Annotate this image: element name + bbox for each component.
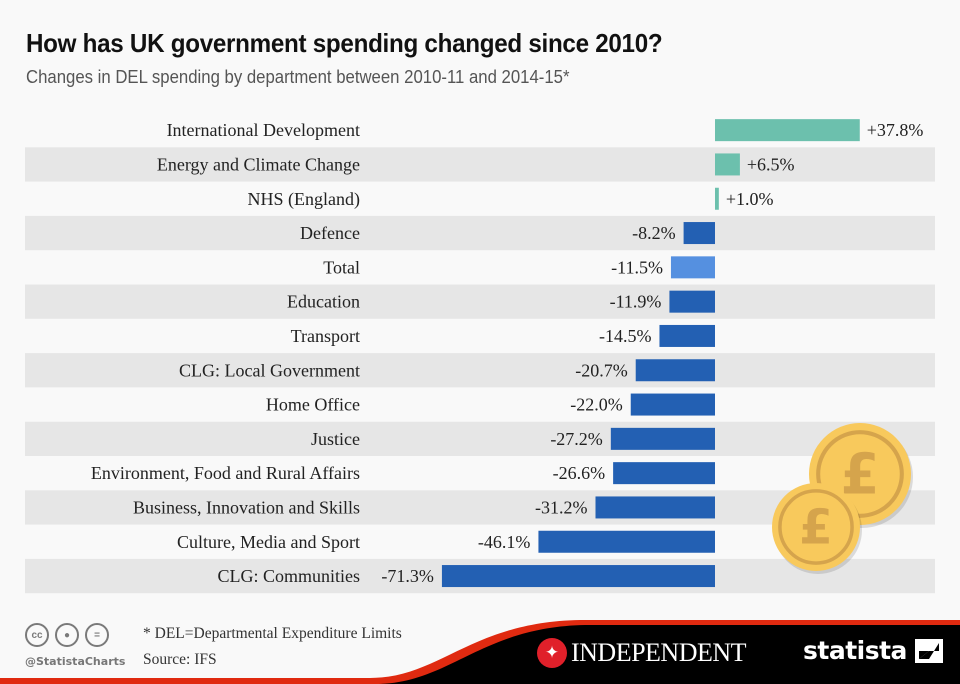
creative-commons-icon: cc (25, 623, 49, 647)
value-label: -46.1% (478, 532, 531, 552)
value-label: -27.2% (550, 429, 603, 449)
value-label: -11.5% (611, 257, 663, 277)
category-label: NHS (England) (248, 189, 360, 210)
bar (715, 153, 740, 176)
row-stripe (25, 147, 935, 182)
category-label: Education (287, 292, 360, 312)
bar (715, 119, 860, 142)
row-stripe (25, 284, 935, 319)
statista-handle[interactable]: @StatistaCharts (25, 655, 126, 668)
bar (441, 565, 715, 588)
category-label: Culture, Media and Sport (177, 532, 360, 552)
statista-icon (914, 638, 943, 663)
bar-chart: ££ International Development +37.8% Energy… (25, 119, 935, 594)
footnote: * DEL=Departmental Expenditure Limits (143, 625, 402, 642)
value-label: -22.0% (570, 395, 623, 415)
value-label: -31.2% (535, 497, 588, 517)
category-label: Justice (311, 429, 360, 449)
row-stripe (25, 353, 935, 388)
bar (669, 290, 715, 313)
chart-title: How has UK government spending changed s… (26, 28, 663, 58)
eagle-icon: ✦ (537, 638, 567, 668)
category-label: Total (323, 257, 360, 277)
category-label: Transport (291, 326, 360, 346)
footer-banner (0, 620, 960, 684)
value-label: -71.3% (381, 566, 434, 586)
license-icons: cc ● = (25, 623, 109, 647)
value-label: -20.7% (575, 360, 628, 380)
value-label: -14.5% (599, 326, 652, 346)
row-stripe (25, 215, 935, 251)
category-label: Defence (300, 223, 360, 243)
bar (595, 496, 715, 519)
source: Source: IFS (143, 651, 217, 668)
bar (670, 256, 715, 279)
category-label: Environment, Food and Rural Affairs (91, 463, 360, 483)
bar (630, 393, 715, 416)
svg-text:£: £ (799, 500, 833, 556)
statista-logo[interactable]: statista (803, 636, 943, 665)
chart-subtitle: Changes in DEL spending by department be… (26, 67, 570, 87)
category-label: Energy and Climate Change (157, 154, 360, 174)
bar (538, 530, 715, 553)
publisher-name: INDEPENDENT (571, 638, 747, 667)
row-stripe (25, 421, 935, 456)
category-label: Home Office (266, 395, 360, 415)
value-label: -8.2% (632, 223, 676, 243)
category-label: CLG: Local Government (179, 360, 360, 380)
value-label: -11.9% (610, 292, 662, 312)
no-derivatives-icon: = (85, 623, 109, 647)
bar (610, 427, 715, 450)
category-label: Business, Innovation and Skills (133, 497, 360, 517)
value-label: -26.6% (553, 463, 606, 483)
independent-logo[interactable]: ✦ INDEPENDENT (537, 638, 747, 668)
category-label: International Development (167, 120, 360, 140)
bar (613, 462, 715, 485)
value-label: +1.0% (726, 189, 774, 209)
category-label: CLG: Communities (217, 566, 360, 586)
value-label: +6.5% (747, 154, 795, 174)
bar (683, 222, 715, 245)
bar (635, 359, 715, 382)
pound-coin-icon: £ (772, 483, 862, 574)
attribution-icon: ● (55, 623, 79, 647)
pound-coins-illustration: ££ (772, 423, 913, 574)
bar (659, 324, 715, 347)
bar (715, 187, 719, 210)
value-label: +37.8% (867, 120, 924, 140)
brand-name: statista (803, 636, 907, 665)
